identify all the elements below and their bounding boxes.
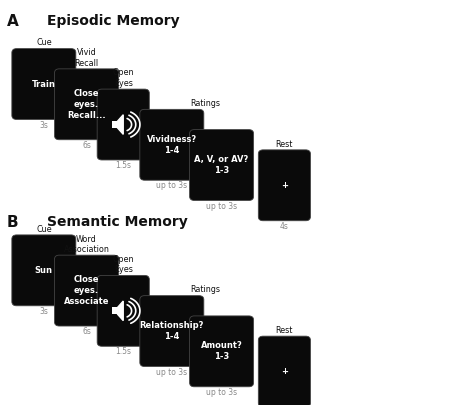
Text: A, V, or AV?
1-3: A, V, or AV? 1-3 — [194, 155, 249, 175]
FancyBboxPatch shape — [258, 150, 310, 221]
Text: +: + — [281, 181, 288, 190]
Text: 3s: 3s — [39, 307, 48, 316]
Polygon shape — [118, 301, 123, 321]
Text: up to 3s: up to 3s — [206, 388, 237, 397]
Text: Vividness?
1-4: Vividness? 1-4 — [147, 135, 197, 155]
Text: Open
Eyes: Open Eyes — [112, 68, 134, 88]
Text: Word
Association: Word Association — [64, 234, 109, 254]
Text: Ratings: Ratings — [190, 99, 220, 108]
FancyBboxPatch shape — [190, 316, 254, 387]
Text: Close
eyes.
Recall...: Close eyes. Recall... — [67, 89, 106, 120]
FancyBboxPatch shape — [140, 296, 204, 367]
Text: Cue: Cue — [36, 225, 52, 234]
FancyBboxPatch shape — [97, 275, 149, 346]
Text: 1.5s: 1.5s — [115, 161, 131, 170]
Text: +: + — [281, 367, 288, 376]
FancyBboxPatch shape — [55, 255, 118, 326]
FancyBboxPatch shape — [12, 49, 76, 119]
Text: Vivid
Recall: Vivid Recall — [74, 48, 99, 68]
Text: Cue: Cue — [36, 38, 52, 47]
Text: Close
eyes.
Associate: Close eyes. Associate — [64, 275, 109, 306]
Text: Amount?
1-3: Amount? 1-3 — [201, 341, 243, 361]
FancyBboxPatch shape — [112, 307, 118, 314]
Text: Rest: Rest — [276, 140, 293, 149]
Text: 6s: 6s — [82, 141, 91, 150]
Text: Ratings: Ratings — [190, 286, 220, 294]
FancyBboxPatch shape — [97, 89, 149, 160]
Text: 4s: 4s — [280, 222, 289, 231]
Text: up to 3s: up to 3s — [206, 202, 237, 211]
Text: 1.5s: 1.5s — [115, 347, 131, 356]
Text: 6s: 6s — [82, 327, 91, 336]
Text: Sun: Sun — [35, 266, 53, 275]
Text: Train: Train — [32, 79, 56, 89]
Text: B: B — [7, 215, 19, 230]
Text: Relationship?
1-4: Relationship? 1-4 — [140, 321, 204, 341]
Text: Semantic Memory: Semantic Memory — [47, 215, 188, 229]
Text: Open
Eyes: Open Eyes — [112, 255, 134, 274]
Text: Rest: Rest — [276, 326, 293, 335]
FancyBboxPatch shape — [190, 130, 254, 200]
Text: 3s: 3s — [39, 121, 48, 130]
Text: up to 3s: up to 3s — [156, 181, 187, 190]
FancyBboxPatch shape — [12, 235, 76, 306]
Polygon shape — [118, 115, 123, 134]
FancyBboxPatch shape — [258, 336, 310, 405]
Text: up to 3s: up to 3s — [156, 368, 187, 377]
Text: A: A — [7, 14, 19, 29]
FancyBboxPatch shape — [55, 69, 118, 140]
FancyBboxPatch shape — [112, 121, 118, 128]
FancyBboxPatch shape — [140, 109, 204, 180]
Text: Episodic Memory: Episodic Memory — [47, 14, 180, 28]
